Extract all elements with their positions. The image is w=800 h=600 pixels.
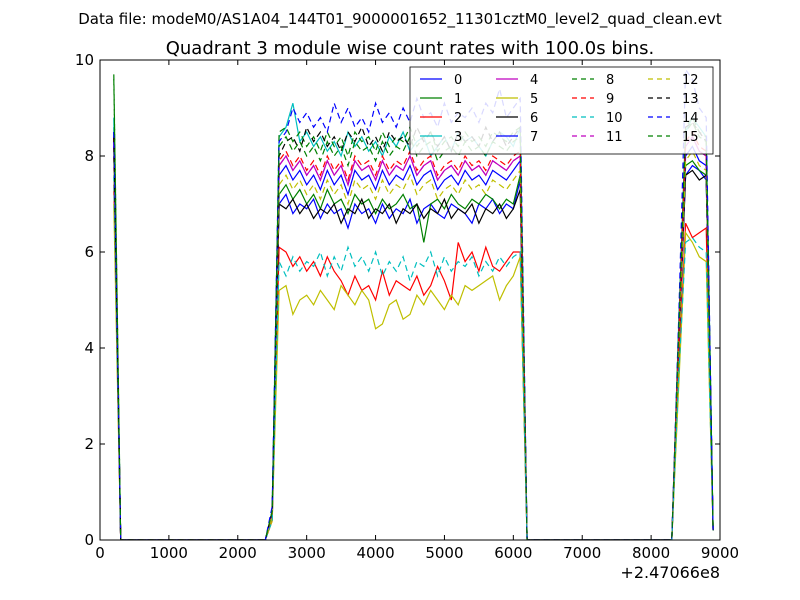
x-tick-label: 2000 <box>219 544 257 562</box>
legend-label-9: 9 <box>606 92 614 107</box>
x-tick-label: 8000 <box>632 544 670 562</box>
legend-label-11: 11 <box>606 130 623 145</box>
legend-label-2: 2 <box>454 111 462 126</box>
series-line-11 <box>113 135 714 540</box>
x-tick-label: 4000 <box>356 544 394 562</box>
legend-label-4: 4 <box>530 73 538 88</box>
series-line-0 <box>113 131 714 540</box>
legend-box <box>409 66 714 155</box>
legend-label-8: 8 <box>606 73 614 88</box>
legend-label-7: 7 <box>530 130 538 145</box>
legend-label-5: 5 <box>530 92 538 107</box>
series-line-3 <box>113 103 714 540</box>
legend-label-10: 10 <box>606 111 623 126</box>
legend-label-13: 13 <box>682 92 699 107</box>
chart-title: Quadrant 3 module wise count rates with … <box>166 38 655 59</box>
data-file-label: Data file: modeM0/AS1A04_144T01_90000016… <box>78 10 722 29</box>
x-offset-label: +2.47066e8 <box>620 563 720 582</box>
x-tick-label: 3000 <box>288 544 326 562</box>
legend-label-1: 1 <box>454 92 462 107</box>
legend-label-14: 14 <box>682 111 699 126</box>
series-line-2 <box>113 184 714 540</box>
series-line-9 <box>113 130 714 540</box>
x-tick-label: 0 <box>95 544 105 562</box>
x-tick-label: 9000 <box>701 544 739 562</box>
legend-label-12: 12 <box>682 73 699 88</box>
x-tick-label: 1000 <box>150 544 188 562</box>
y-tick-label: 6 <box>84 243 94 261</box>
y-tick-label: 4 <box>84 339 94 357</box>
series-line-5 <box>113 203 714 540</box>
legend-label-6: 6 <box>530 111 538 126</box>
series-line-7 <box>113 145 714 540</box>
plot-frame <box>99 59 721 541</box>
series-line-6 <box>113 155 714 540</box>
legend-label-3: 3 <box>454 130 462 145</box>
y-tick-label: 8 <box>84 147 94 165</box>
x-tick-label: 7000 <box>563 544 601 562</box>
y-tick-label: 0 <box>84 531 94 549</box>
series-line-1 <box>113 127 714 540</box>
x-tick-label: 5000 <box>425 544 463 562</box>
axes-layer: 0 1000 2000 3000 4000 5000 6000 7000 8000 9000 0 2 4… <box>75 51 739 562</box>
series-line-12 <box>113 150 714 540</box>
x-tick-label: 6000 <box>494 544 532 562</box>
series-line-15 <box>113 79 714 540</box>
series-line-4 <box>113 135 714 540</box>
y-tick-label: 2 <box>84 435 94 453</box>
series-line-10 <box>113 175 714 540</box>
y-tick-label: 10 <box>75 51 94 69</box>
legend-label-15: 15 <box>682 130 699 145</box>
legend-label-0: 0 <box>454 73 462 88</box>
